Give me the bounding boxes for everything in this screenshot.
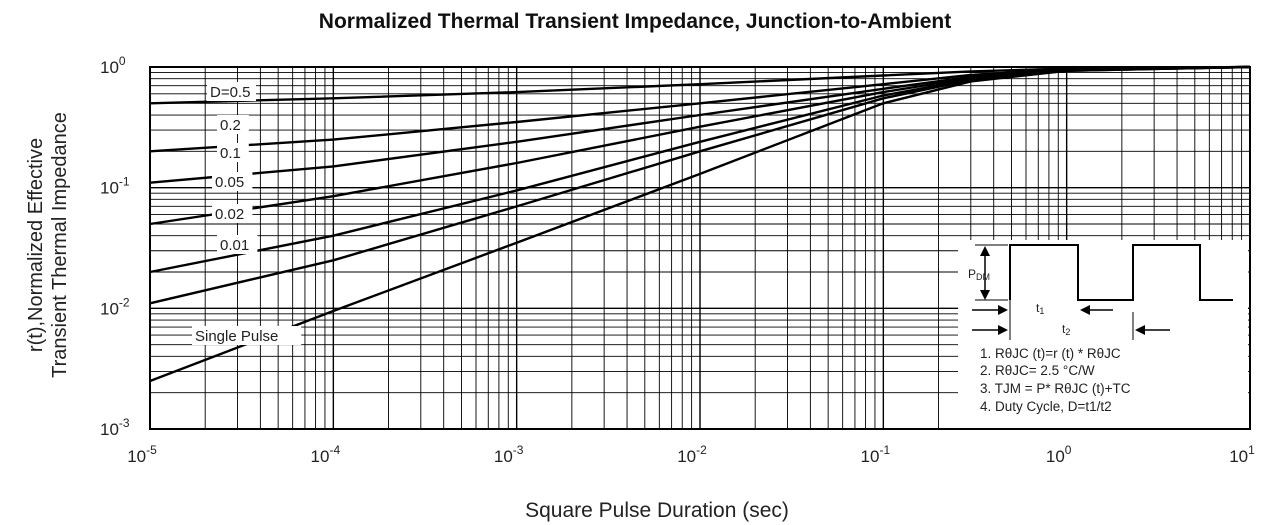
x-tick-label-4: 10-1 xyxy=(861,443,891,466)
note-4: 4. Duty Cycle, D=t1/t2 xyxy=(980,399,1112,414)
curve-label-bg-0 xyxy=(207,82,256,101)
y-axis-label-line2: Transient Thermal Impedance xyxy=(49,112,71,378)
y-tick-label-0: 10-3 xyxy=(100,416,130,439)
x-tick-label-5: 100 xyxy=(1046,443,1072,466)
pdm-label: PDM xyxy=(968,267,990,282)
y-tick-label-1: 10-2 xyxy=(100,295,130,318)
curve-label-bg-5 xyxy=(217,235,258,254)
curve-label-2: 0.1 xyxy=(220,145,241,162)
x-tick-label-2: 10-3 xyxy=(494,443,524,466)
curve-label-bg-2 xyxy=(217,143,249,162)
t2-arrowhead-right xyxy=(1135,325,1145,335)
chart-title: Normalized Thermal Transient Impedance, … xyxy=(319,10,951,33)
pdm-arrowhead-bottom xyxy=(980,290,990,300)
t1-label: t1 xyxy=(1036,301,1044,316)
curve-label-4: 0.02 xyxy=(215,206,244,223)
y-axis-label: r(t),Normalized Effective Transient Ther… xyxy=(25,112,71,378)
tick-labels: 10-5 10-4 10-3 10-2 10-1 100 101 10-3 10-2 10-1 10… xyxy=(100,54,1255,466)
curve-label-bg-1 xyxy=(217,115,249,134)
t1-arrowhead-left xyxy=(998,305,1008,315)
pulse-waveform xyxy=(1009,244,1233,301)
curve-label-0: D=0.5 xyxy=(210,84,250,101)
t2-arrowhead-left xyxy=(998,325,1008,335)
curve-label-3: 0.05 xyxy=(215,174,244,191)
y-tick-label-3: 100 xyxy=(100,54,126,77)
x-tick-label-3: 10-2 xyxy=(677,443,707,466)
curve-labels: D=0.5 0.2 0.1 0.05 0.02 0.01 Single Pulse xyxy=(192,82,302,345)
t1-arrowhead-right xyxy=(1080,305,1090,315)
note-2: 2. RθJC= 2.5 °C/W xyxy=(980,363,1095,378)
curves xyxy=(149,65,1251,383)
x-tick-label-6: 101 xyxy=(1229,443,1255,466)
curve-label-bg-3 xyxy=(212,172,253,191)
pulse-inset: PDM t1 t2 1. RθJC (t)=r (t) * RθJC 2. Rθ… xyxy=(958,240,1248,428)
y-tick-label-2: 10-1 xyxy=(100,175,130,198)
x-tick-label-1: 10-4 xyxy=(311,443,341,466)
curve-label-1: 0.2 xyxy=(220,117,241,134)
note-1: 1. RθJC (t)=r (t) * RθJC xyxy=(980,346,1121,361)
pdm-arrowhead-top xyxy=(980,246,990,256)
curve-label-bg-4 xyxy=(212,204,253,223)
t2-label: t2 xyxy=(1062,322,1070,337)
plot-frame xyxy=(149,66,1251,430)
note-3: 3. TJM = P* RθJC (t)+TC xyxy=(980,381,1131,396)
y-axis-label-line1: r(t),Normalized Effective xyxy=(25,138,47,352)
curve-label-bg-6 xyxy=(192,326,302,345)
curve-label-5: 0.01 xyxy=(220,237,249,254)
x-axis-label: Square Pulse Duration (sec) xyxy=(525,499,789,522)
series-line-6 xyxy=(149,65,1251,383)
x-tick-label-0: 10-5 xyxy=(127,443,157,466)
curve-label-6: Single Pulse xyxy=(195,328,278,345)
